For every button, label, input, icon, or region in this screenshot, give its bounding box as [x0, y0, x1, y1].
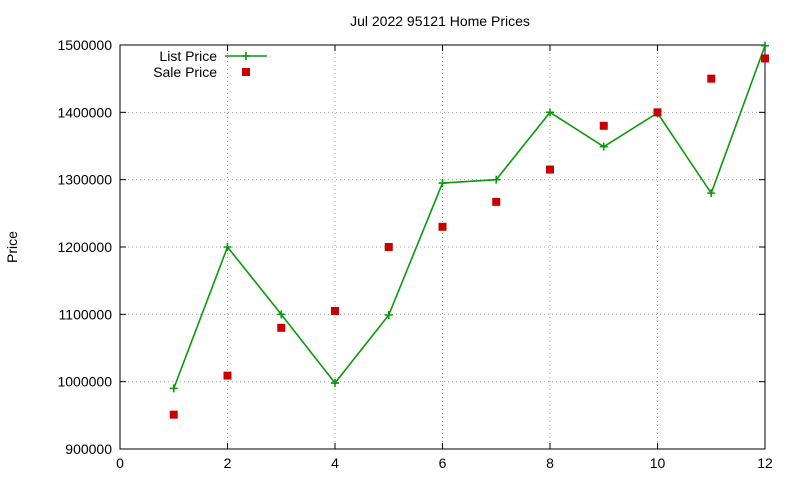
sale-price-point	[331, 306, 339, 315]
sale-price-point	[384, 243, 393, 251]
x-tick-label: 6	[439, 455, 447, 471]
sale-price-point	[169, 410, 178, 419]
list-price-point	[384, 311, 393, 320]
list-price-point	[546, 108, 554, 117]
legend-swatch-marker	[242, 68, 250, 76]
list-price-point	[599, 142, 608, 151]
chart-title: Jul 2022 95121 Home Prices	[350, 13, 530, 29]
sale-price-point	[761, 54, 769, 63]
y-tick-label: 1100000	[59, 306, 113, 322]
list-price-line	[173, 45, 766, 389]
x-tick-label: 10	[650, 455, 666, 471]
list-price-point	[707, 189, 716, 198]
axis-ticks: 900000 1000000 1100000 1200000 1300000 140000…	[57, 37, 773, 471]
sale-price-point	[438, 222, 447, 231]
y-tick-label: 1400000	[57, 104, 112, 120]
y-tick-label: 1200000	[57, 239, 112, 255]
y-tick-label: 1300000	[57, 172, 112, 188]
sale-price-point	[277, 323, 286, 332]
y-tick-label: 1000000	[57, 374, 112, 390]
legend-label: Sale Price	[153, 64, 217, 80]
list-price-point	[331, 379, 339, 388]
list-price-point	[223, 243, 232, 251]
list-price-point	[761, 41, 769, 50]
list-price-point	[438, 179, 447, 188]
series	[169, 41, 769, 419]
sale-price-point	[707, 74, 716, 83]
sale-price-point	[546, 165, 554, 174]
list-price-point	[169, 384, 178, 393]
x-tick-label: 8	[546, 455, 554, 471]
x-tick-label: 12	[757, 455, 773, 471]
gridlines	[120, 45, 765, 449]
y-tick-label: 1500000	[57, 37, 112, 53]
y-axis-label: Price	[4, 231, 20, 263]
list-price-point	[492, 175, 501, 184]
sale-price-point	[492, 197, 501, 206]
x-tick-label: 4	[331, 455, 339, 471]
y-tick-label: 900000	[65, 441, 112, 457]
x-tick-label: 2	[224, 455, 232, 471]
sale-price-point	[599, 121, 608, 130]
list-price-point	[277, 310, 286, 319]
legend-label: List Price	[159, 48, 217, 64]
sale-price-point	[653, 108, 662, 117]
legend-swatch-marker	[242, 52, 250, 60]
sale-price-point	[223, 371, 232, 380]
x-tick-label: 0	[116, 455, 124, 471]
